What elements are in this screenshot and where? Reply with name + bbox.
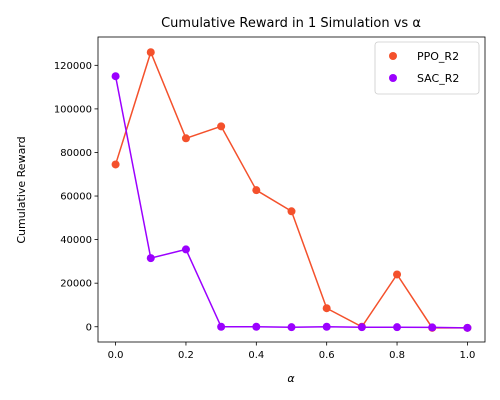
legend-box — [374, 41, 480, 95]
series-0-point — [146, 48, 155, 57]
series-0-point — [111, 160, 120, 169]
y-tick-label: 80000 — [60, 148, 92, 159]
series-1-point — [252, 322, 261, 331]
x-tick-label: 0.2 — [178, 350, 194, 361]
series-0-point — [252, 186, 261, 195]
series-1-point — [111, 72, 120, 81]
legend-marker-1 — [389, 74, 397, 82]
series-1-point — [463, 323, 472, 332]
series-1-point — [393, 323, 402, 332]
axes-frame — [97, 36, 486, 343]
series-0-point — [217, 122, 226, 131]
legend-label-1: SAC_R2 — [417, 72, 459, 85]
series-1-point — [428, 323, 437, 332]
y-tick-label: 0 — [86, 322, 92, 333]
series-1-point — [287, 323, 296, 332]
y-axis: 0 20000 40000 60000 80000 100000 120000 — [54, 61, 98, 333]
series-1-point — [217, 322, 226, 331]
x-axis: 0.0 0.2 0.4 0.6 0.8 1.0 — [108, 342, 475, 361]
legend-label-0: PPO_R2 — [417, 50, 459, 63]
x-axis-label: α — [287, 372, 295, 385]
x-tick-label: 0.6 — [319, 350, 335, 361]
x-tick-label: 0.8 — [389, 350, 405, 361]
y-tick-label: 20000 — [60, 279, 92, 290]
x-tick-label: 0.0 — [108, 350, 124, 361]
y-tick-label: 40000 — [60, 235, 92, 246]
legend: PPO_R2 SAC_R2 — [374, 41, 480, 95]
chart-title: Cumulative Reward in 1 Simulation vs α — [161, 16, 421, 31]
series-1-point — [146, 254, 155, 263]
series-0-point — [181, 134, 190, 143]
x-tick-label: 0.4 — [248, 350, 264, 361]
legend-marker-0 — [389, 52, 397, 60]
y-tick-label: 100000 — [54, 104, 92, 115]
series-1-point — [357, 323, 366, 332]
y-tick-label: 120000 — [54, 61, 92, 72]
series-1-point — [322, 322, 331, 331]
series-0-point — [393, 270, 402, 279]
series-0-point — [322, 304, 331, 313]
y-tick-label: 60000 — [60, 192, 92, 203]
series-0-point — [287, 207, 296, 216]
series-1-point — [181, 245, 190, 254]
x-tick-label: 1.0 — [459, 350, 475, 361]
plot-area — [97, 36, 486, 343]
y-axis-label: Cumulative Reward — [15, 136, 28, 243]
